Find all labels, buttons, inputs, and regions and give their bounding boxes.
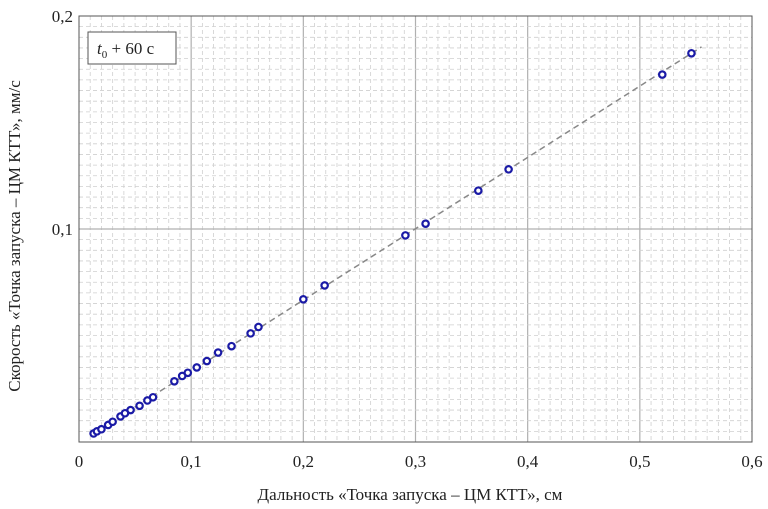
x-tick-label: 0,2	[293, 452, 314, 471]
data-point	[192, 363, 202, 372]
data-point	[227, 341, 236, 351]
data-point	[421, 219, 430, 228]
data-point	[213, 348, 223, 357]
data-point	[97, 424, 106, 434]
annotation-t: t	[97, 39, 103, 58]
data-point	[202, 356, 212, 366]
data-point	[126, 405, 135, 415]
data-point	[135, 401, 144, 411]
x-tick-label: 0,3	[405, 452, 426, 471]
data-point	[504, 165, 513, 174]
data-point	[246, 329, 255, 338]
grid	[79, 16, 752, 442]
data-point	[687, 48, 696, 58]
annotation-frame	[87, 31, 177, 65]
y-tick-label: 0,1	[52, 220, 73, 239]
data-point	[320, 281, 329, 290]
x-axis-label: Дальность «Точка запуска – ЦМ КТТ», см	[258, 485, 563, 504]
y-tick-label: 0,2	[52, 7, 73, 26]
x-tick-label: 0,6	[741, 452, 762, 471]
annotation-rest: + 60 с	[107, 39, 154, 58]
x-axis-ticks: 0 0,1 0,2 0,3 0,4 0,5 0,6	[75, 452, 763, 471]
x-tick-label: 0	[75, 452, 84, 471]
data-points	[89, 48, 696, 438]
x-tick-label: 0,1	[181, 452, 202, 471]
x-tick-label: 0,4	[517, 452, 539, 471]
data-point	[183, 368, 193, 378]
data-point	[299, 294, 308, 304]
data-point	[657, 70, 667, 79]
data-point	[401, 231, 410, 240]
annotation-box: t0 + 60 с	[87, 31, 177, 65]
data-point	[170, 376, 179, 386]
plot-frame	[78, 15, 753, 443]
annotation-subscript: 0	[102, 49, 108, 61]
annotation-text: t0 + 60 с	[97, 39, 155, 61]
y-axis-label: Скорость «Точка запуска – ЦМ КТТ», мм/с	[5, 80, 24, 392]
y-axis-ticks: 0,1 0,2	[52, 7, 73, 239]
data-point	[108, 417, 117, 427]
data-point	[474, 186, 483, 195]
data-point	[254, 322, 263, 332]
data-point	[148, 392, 158, 402]
x-tick-label: 0,5	[629, 452, 650, 471]
